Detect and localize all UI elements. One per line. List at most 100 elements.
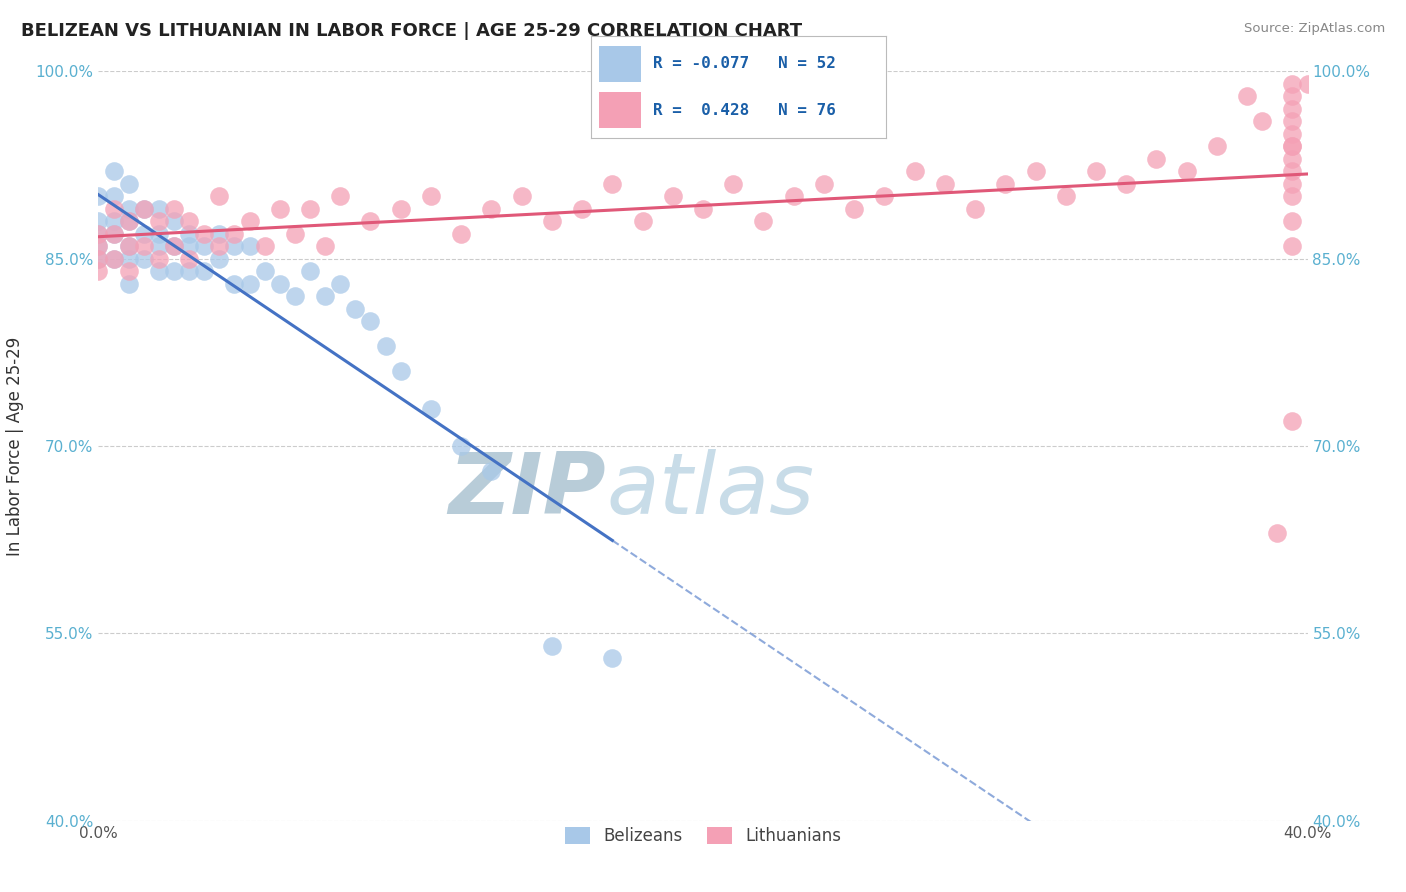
Point — [481, 464, 503, 478]
Point — [239, 277, 262, 291]
Point — [314, 239, 336, 253]
Point — [103, 164, 125, 178]
Point — [103, 252, 125, 266]
Point — [329, 189, 352, 203]
Point — [253, 264, 276, 278]
Point — [118, 214, 141, 228]
Point — [224, 277, 246, 291]
Point — [965, 202, 987, 216]
Point — [1281, 77, 1303, 91]
Point — [239, 214, 262, 228]
Point — [208, 252, 231, 266]
Point — [148, 227, 170, 241]
Point — [692, 202, 714, 216]
Point — [163, 239, 186, 253]
Point — [224, 239, 246, 253]
Point — [132, 252, 155, 266]
Point — [1281, 177, 1303, 191]
Point — [193, 264, 215, 278]
Point — [389, 202, 412, 216]
Point — [132, 227, 155, 241]
Point — [374, 339, 396, 353]
Point — [360, 314, 382, 328]
Point — [103, 252, 125, 266]
FancyBboxPatch shape — [599, 46, 641, 82]
Point — [1281, 89, 1303, 103]
Point — [118, 239, 141, 253]
Point — [224, 227, 246, 241]
Point — [602, 177, 624, 191]
Point — [1281, 164, 1303, 178]
Point — [813, 177, 835, 191]
Point — [118, 277, 141, 291]
Point — [723, 177, 745, 191]
Point — [208, 189, 231, 203]
Point — [87, 227, 110, 241]
Point — [510, 189, 533, 203]
Point — [179, 239, 201, 253]
Point — [239, 239, 262, 253]
Y-axis label: In Labor Force | Age 25-29: In Labor Force | Age 25-29 — [7, 336, 24, 556]
Point — [1296, 77, 1319, 91]
Point — [873, 189, 896, 203]
Point — [87, 252, 110, 266]
Point — [118, 214, 141, 228]
Point — [450, 227, 472, 241]
Point — [1281, 414, 1303, 428]
Point — [87, 239, 110, 253]
Point — [1281, 189, 1303, 203]
Text: atlas: atlas — [606, 450, 814, 533]
Point — [752, 214, 775, 228]
Point — [87, 227, 110, 241]
Text: BELIZEAN VS LITHUANIAN IN LABOR FORCE | AGE 25-29 CORRELATION CHART: BELIZEAN VS LITHUANIAN IN LABOR FORCE | … — [21, 22, 803, 40]
Point — [844, 202, 866, 216]
Point — [103, 189, 125, 203]
Point — [1115, 177, 1137, 191]
Legend: Belizeans, Lithuanians: Belizeans, Lithuanians — [557, 819, 849, 854]
Text: R = -0.077   N = 52: R = -0.077 N = 52 — [652, 56, 835, 71]
Point — [118, 177, 141, 191]
Point — [179, 252, 201, 266]
Point — [87, 264, 110, 278]
Point — [540, 639, 562, 653]
Point — [103, 214, 125, 228]
Point — [631, 214, 654, 228]
Point — [904, 164, 927, 178]
Point — [148, 239, 170, 253]
Point — [420, 401, 443, 416]
Point — [1281, 102, 1303, 116]
Point — [1024, 164, 1046, 178]
Point — [329, 277, 352, 291]
Point — [148, 214, 170, 228]
Point — [118, 239, 141, 253]
Point — [934, 177, 956, 191]
Point — [1085, 164, 1108, 178]
Point — [1175, 164, 1198, 178]
Point — [269, 277, 291, 291]
Point — [284, 289, 307, 303]
Point — [118, 202, 141, 216]
Text: ZIP: ZIP — [449, 450, 606, 533]
Point — [1144, 152, 1167, 166]
Point — [1251, 114, 1274, 128]
Point — [1267, 526, 1289, 541]
Point — [163, 239, 186, 253]
Point — [132, 202, 155, 216]
Point — [118, 264, 141, 278]
Point — [87, 252, 110, 266]
Point — [148, 252, 170, 266]
Point — [299, 202, 322, 216]
Point — [269, 202, 291, 216]
Point — [1281, 152, 1303, 166]
Point — [87, 239, 110, 253]
Point — [103, 227, 125, 241]
Point — [783, 189, 806, 203]
Point — [1281, 139, 1303, 153]
Point — [420, 189, 443, 203]
Point — [148, 264, 170, 278]
Point — [540, 214, 562, 228]
Point — [132, 202, 155, 216]
Point — [208, 239, 231, 253]
Point — [1281, 214, 1303, 228]
Point — [179, 264, 201, 278]
